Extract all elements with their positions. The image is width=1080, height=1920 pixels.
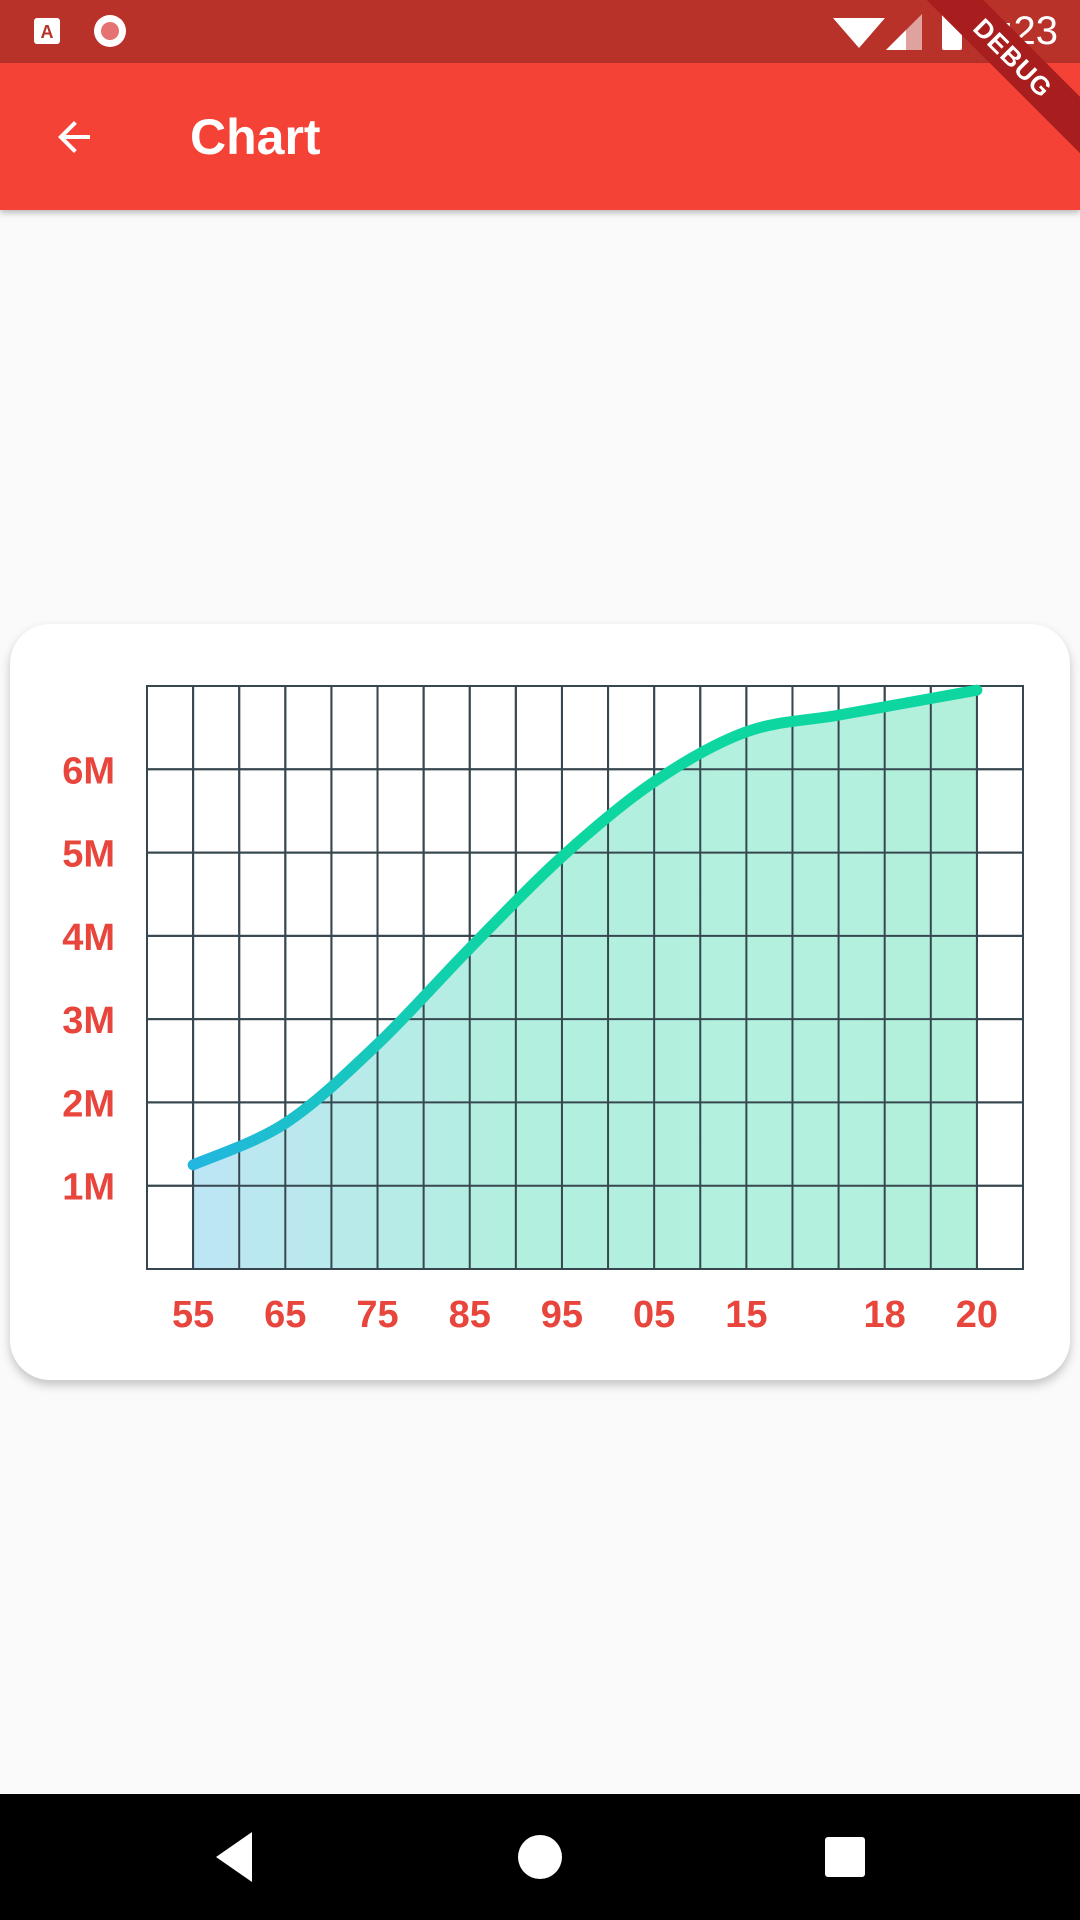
nav-recents-icon[interactable] — [810, 1822, 880, 1892]
arrow-back-icon — [58, 121, 90, 153]
svg-text:A: A — [41, 22, 54, 42]
y-tick-label: 6M — [62, 750, 115, 792]
x-tick-label: 55 — [172, 1294, 214, 1336]
plot-border — [146, 685, 1024, 1270]
y-tick-label: 2M — [62, 1083, 115, 1125]
battery-icon — [942, 6, 962, 50]
wifi-icon — [833, 18, 885, 48]
y-tick-label: 4M — [62, 917, 115, 959]
nav-back-icon[interactable] — [200, 1822, 270, 1892]
y-tick-label: 3M — [62, 1000, 115, 1042]
x-tick-label: 18 — [864, 1294, 906, 1336]
x-tick-label: 65 — [264, 1294, 306, 1336]
page-title: Chart — [190, 109, 321, 165]
y-tick-label: 5M — [62, 834, 115, 876]
grid-overlay — [146, 685, 1024, 1270]
status-bar: A 1:23 — [0, 0, 1080, 63]
record-icon — [94, 15, 126, 47]
app-a-icon: A — [34, 18, 60, 44]
y-tick-label: 1M — [62, 1167, 115, 1209]
status-time: 1:23 — [980, 9, 1058, 53]
x-tick-label: 15 — [725, 1294, 767, 1336]
series-area — [193, 690, 977, 1269]
nav-bar — [0, 1794, 1080, 1920]
cell-signal-icon — [886, 14, 922, 50]
x-tick-label: 95 — [541, 1294, 583, 1336]
chart-card: 1M 2M 3M 4M 5M 6M 55 65 75 85 95 05 15 18 20 — [10, 624, 1070, 1380]
back-button[interactable] — [38, 101, 110, 173]
nav-home-icon[interactable] — [505, 1822, 575, 1892]
series-line — [187, 684, 983, 1171]
x-tick-label: 05 — [633, 1294, 675, 1336]
x-tick-label: 75 — [356, 1294, 398, 1336]
app-bar: Chart — [0, 63, 1080, 210]
line-chart: 1M 2M 3M 4M 5M 6M 55 65 75 85 95 05 15 18 20 — [62, 684, 1024, 1336]
x-tick-label: 20 — [956, 1294, 998, 1336]
x-tick-label: 85 — [449, 1294, 491, 1336]
